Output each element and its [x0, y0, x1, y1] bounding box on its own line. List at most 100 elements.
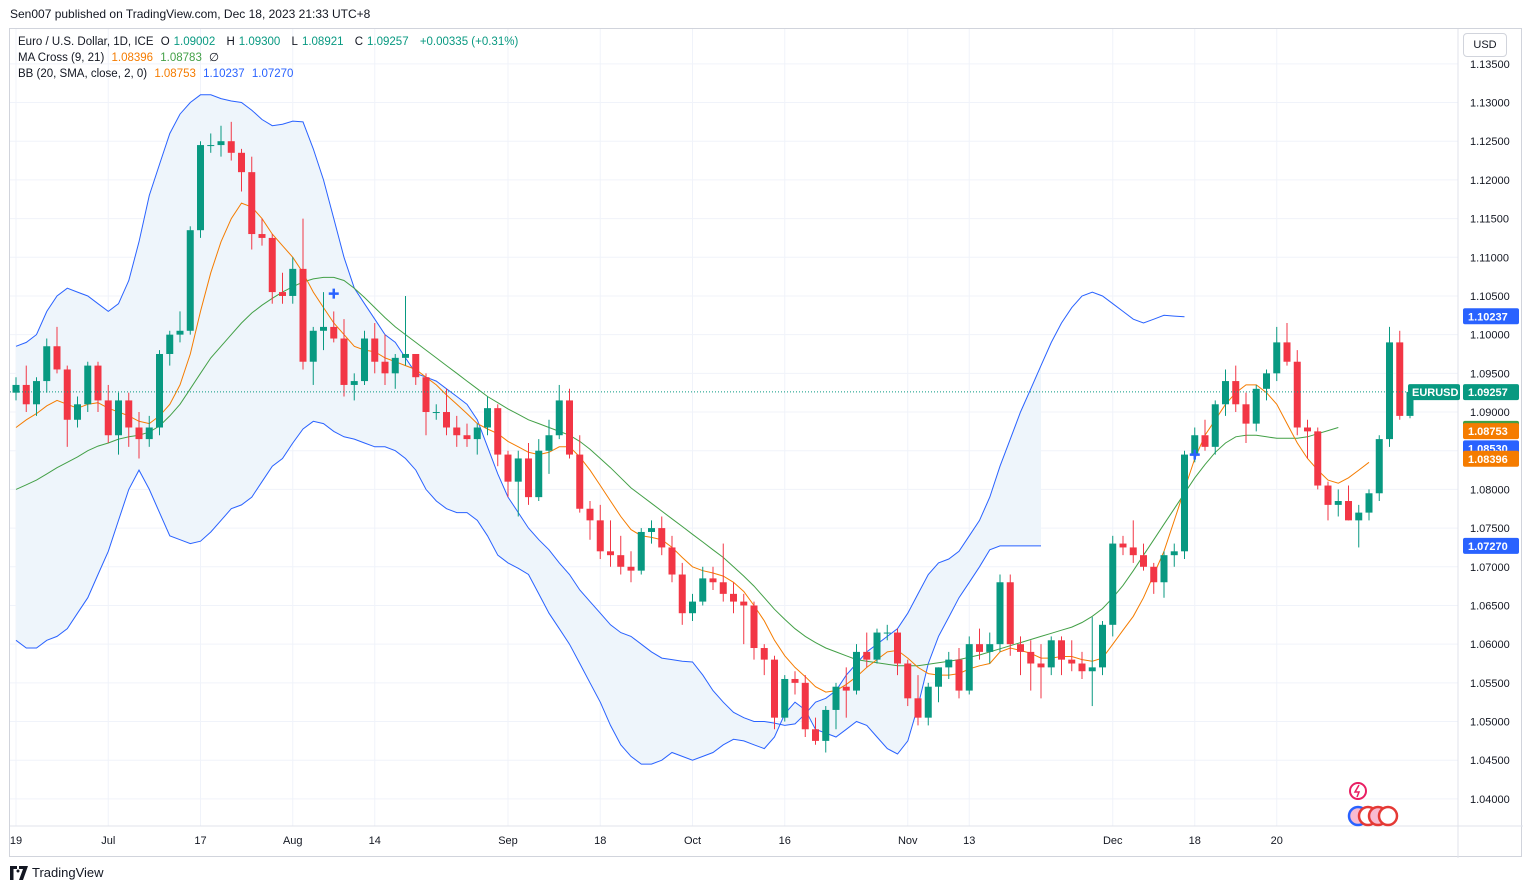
candle-body: [566, 400, 573, 455]
legend-high-label: H: [226, 36, 235, 48]
candle-body: [125, 400, 133, 428]
bb-fill-area: [16, 94, 1041, 765]
candle-body: [1293, 361, 1301, 428]
y-tick-label: 1.05000: [1470, 717, 1510, 729]
candle-body: [1283, 342, 1291, 362]
y-tick-label: 1.12500: [1470, 136, 1510, 148]
chart-legend: Euro / U.S. Dollar, 1D, ICE O 1.09002 H 1.…: [18, 34, 522, 82]
candle-body: [350, 381, 358, 385]
legend-bb-upper: 1.10237: [203, 68, 245, 80]
candle-body: [33, 381, 40, 405]
price-chart[interactable]: 1.04000 1.04500 1.05000 1.05500 1.06000 1.065…: [10, 29, 1523, 858]
candle-body: [1386, 342, 1393, 440]
y-tick-label: 1.12000: [1470, 175, 1510, 187]
candle-body: [791, 678, 799, 683]
x-tick-label: Oct: [684, 835, 701, 847]
candle-body: [463, 435, 471, 440]
candle-body: [453, 427, 461, 436]
candle-body: [238, 152, 245, 173]
candle-body: [1037, 663, 1045, 668]
legend-high: H 1.09300: [226, 36, 284, 48]
x-tick-label: 18: [594, 835, 606, 847]
price-tag: [1463, 308, 1519, 325]
legend-bb-basis: 1.08753: [154, 68, 196, 80]
candle-body: [84, 365, 92, 405]
candle-body: [94, 365, 102, 401]
candle-body: [1222, 381, 1229, 405]
candle-body: [1365, 493, 1373, 513]
candle-body: [320, 326, 327, 331]
candle-body: [1119, 543, 1127, 548]
bb-upper-line: [15, 94, 1185, 726]
footer-brand-label: TradingView: [32, 865, 104, 880]
candle-body: [1232, 381, 1240, 405]
candle-body: [299, 268, 307, 362]
legend-ma-label: MA Cross (9, 21): [18, 52, 105, 64]
legend-close: C 1.09257: [355, 36, 413, 48]
candle-body: [535, 450, 543, 498]
footer-brand[interactable]: TradingView: [10, 865, 104, 880]
symbol-tag: [1408, 384, 1460, 401]
candle-body: [422, 377, 430, 413]
candle-body: [1017, 644, 1024, 652]
candle-body: [1006, 582, 1014, 645]
x-tick-label: 17: [194, 835, 206, 847]
candle-body: [996, 582, 1004, 645]
candle-body: [289, 268, 297, 296]
candle-body: [853, 651, 860, 691]
candle-body: [586, 508, 594, 521]
cross-marker-icon: [1189, 449, 1200, 460]
candle-body: [74, 404, 81, 420]
candle-body: [883, 632, 891, 634]
candle-body: [402, 353, 409, 358]
legend-bb-label: BB (20, SMA, close, 2, 0): [18, 68, 148, 80]
x-tick-label: Nov: [898, 835, 918, 847]
candle-body: [719, 582, 727, 594]
y-tick-label: 1.04000: [1470, 794, 1510, 806]
x-tick-label: Aug: [283, 835, 303, 847]
legend-open: O 1.09002: [161, 36, 220, 48]
x-tick-label: 20: [1271, 835, 1283, 847]
candle-body: [637, 531, 645, 571]
currency-button[interactable]: USD: [1463, 33, 1507, 57]
legend-open-label: O: [160, 36, 170, 48]
candle-body: [781, 678, 789, 718]
price-tag: [1463, 537, 1519, 554]
candle-body: [371, 338, 379, 362]
candle-body: [689, 601, 696, 614]
legend-ma-fast: 1.08396: [111, 52, 154, 64]
candle-body: [176, 330, 184, 335]
publisher-header: Sen007 published on TradingView.com, Dec…: [10, 7, 371, 21]
candle-body: [771, 659, 778, 718]
candle-body: [432, 412, 440, 414]
legend-high-value: 1.09300: [238, 36, 281, 48]
y-tick-label: 1.07500: [1470, 523, 1510, 535]
candle-body: [104, 400, 112, 436]
price-tag: [1463, 423, 1519, 440]
legend-symbol-row[interactable]: Euro / U.S. Dollar, 1D, ICE O 1.09002 H 1.…: [18, 34, 522, 50]
candle-body: [514, 458, 522, 482]
candle-body: [1375, 439, 1383, 494]
candle-body: [340, 338, 348, 385]
y-tick-label: 1.13500: [1470, 59, 1510, 71]
x-tick-label: Jul: [101, 835, 115, 847]
legend-bb-row[interactable]: BB (20, SMA, close, 2, 0) 1.08753 1.1023…: [18, 66, 522, 82]
candle-body: [504, 454, 512, 482]
candle-body: [842, 686, 850, 691]
candle-body: [945, 659, 953, 668]
candle-body: [1170, 551, 1178, 556]
candle-body: [1396, 342, 1404, 416]
x-tick-label: 18: [1189, 835, 1201, 847]
candle-body: [596, 520, 604, 552]
y-tick-label: 1.06500: [1470, 600, 1510, 612]
legend-ma-row[interactable]: MA Cross (9, 21) 1.08396 1.08783 ∅: [18, 50, 522, 66]
events-icon: [1349, 782, 1367, 800]
candle-body: [1334, 501, 1342, 505]
price-tag-label: 1.08396: [1468, 454, 1508, 466]
candle-body: [22, 384, 30, 405]
candle-body: [186, 230, 194, 331]
y-tick-label: 1.06000: [1470, 639, 1510, 651]
y-tick-label: 1.10000: [1470, 330, 1510, 342]
candle-body: [750, 605, 758, 649]
candle-body: [115, 400, 122, 436]
